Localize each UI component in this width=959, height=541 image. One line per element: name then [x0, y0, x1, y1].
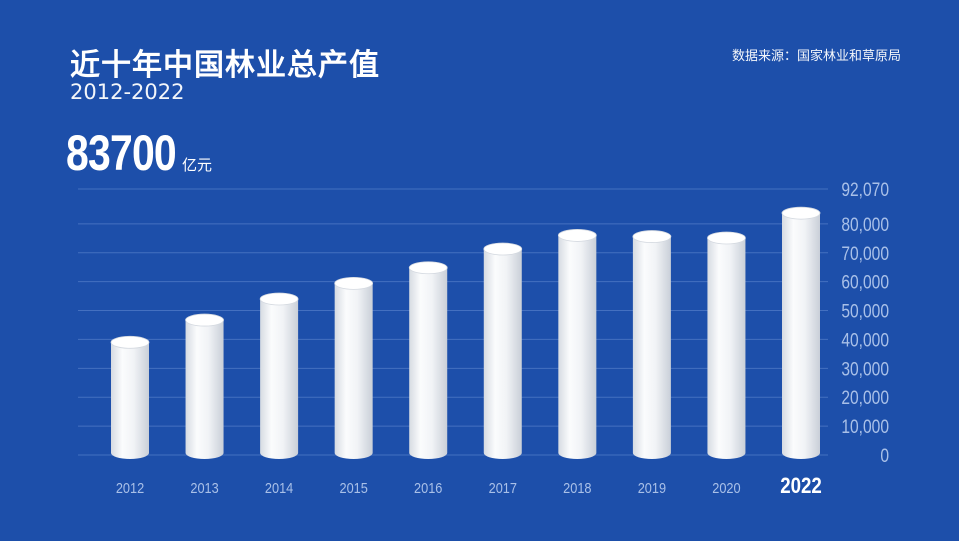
highlight-value: 83700: [66, 125, 177, 181]
bar-cap: [483, 242, 523, 256]
bar-body: [707, 238, 746, 459]
x-tick-label: 2022: [780, 475, 822, 499]
bar-body: [558, 235, 597, 459]
bar-2013: [185, 313, 224, 459]
x-tick-label: 2013: [190, 479, 219, 496]
x-tick-label: 2015: [339, 479, 368, 496]
x-tick-label: 2012: [116, 479, 145, 496]
y-axis: 0 10,000 20,000 30,000 40,000 50,000 60,000 70,…: [841, 179, 889, 467]
bar-body: [185, 320, 224, 459]
bar-body: [632, 236, 671, 459]
bar-2018: [557, 229, 597, 459]
bar-cap: [408, 261, 448, 275]
bar-2016: [408, 261, 448, 459]
y-tick-label: 0: [880, 445, 889, 467]
y-tick-label: 20,000: [841, 387, 889, 409]
bar-2015: [334, 276, 374, 459]
bar-body: [260, 298, 299, 459]
x-tick-label: 2017: [489, 479, 518, 496]
bar-cap: [707, 231, 746, 245]
bar-cap: [632, 230, 672, 243]
y-tick-label: 80,000: [841, 213, 889, 235]
highlight-value-block: 83700 亿元: [66, 124, 212, 182]
bars: [110, 206, 821, 459]
x-tick-label: 2016: [414, 479, 443, 496]
chart-title: 近十年中国林业总产值: [70, 48, 380, 83]
y-tick-label: 70,000: [841, 242, 889, 264]
bar-body: [782, 213, 820, 459]
y-tick-label: 92,070: [841, 179, 889, 201]
bar-2012: [110, 335, 150, 459]
x-tick-label: 2020: [712, 479, 741, 496]
bar-cap: [259, 292, 299, 306]
bar-cap: [334, 276, 374, 290]
bar-cap: [557, 229, 597, 242]
chart-subtitle: 2012-2022: [70, 80, 185, 104]
bar-cap: [781, 206, 821, 220]
bar-2017: [483, 242, 523, 459]
bar-cap: [110, 335, 150, 349]
bar-body: [483, 249, 522, 459]
bar-2020: [707, 231, 746, 459]
x-axis: 2012 2013 2014 2015 2016 2017 2018 2019 2020 2022: [116, 475, 822, 499]
bar-2014: [259, 292, 299, 459]
data-source: 数据来源：国家林业和草原局: [731, 49, 901, 64]
bar-cap: [185, 313, 224, 327]
y-tick-label: 10,000: [841, 416, 889, 438]
y-tick-label: 50,000: [841, 300, 889, 322]
x-tick-label: 2014: [265, 479, 294, 496]
x-tick-label: 2019: [638, 479, 667, 496]
bar-body: [334, 283, 373, 459]
bar-2022: [781, 206, 821, 459]
highlight-unit: 亿元: [182, 156, 213, 174]
y-tick-label: 60,000: [841, 271, 889, 293]
bar-2019: [632, 230, 672, 459]
y-tick-label: 40,000: [841, 329, 889, 351]
bar-body: [111, 342, 149, 459]
x-tick-label: 2018: [563, 479, 592, 496]
y-tick-label: 30,000: [841, 358, 889, 380]
bar-body: [409, 267, 448, 459]
